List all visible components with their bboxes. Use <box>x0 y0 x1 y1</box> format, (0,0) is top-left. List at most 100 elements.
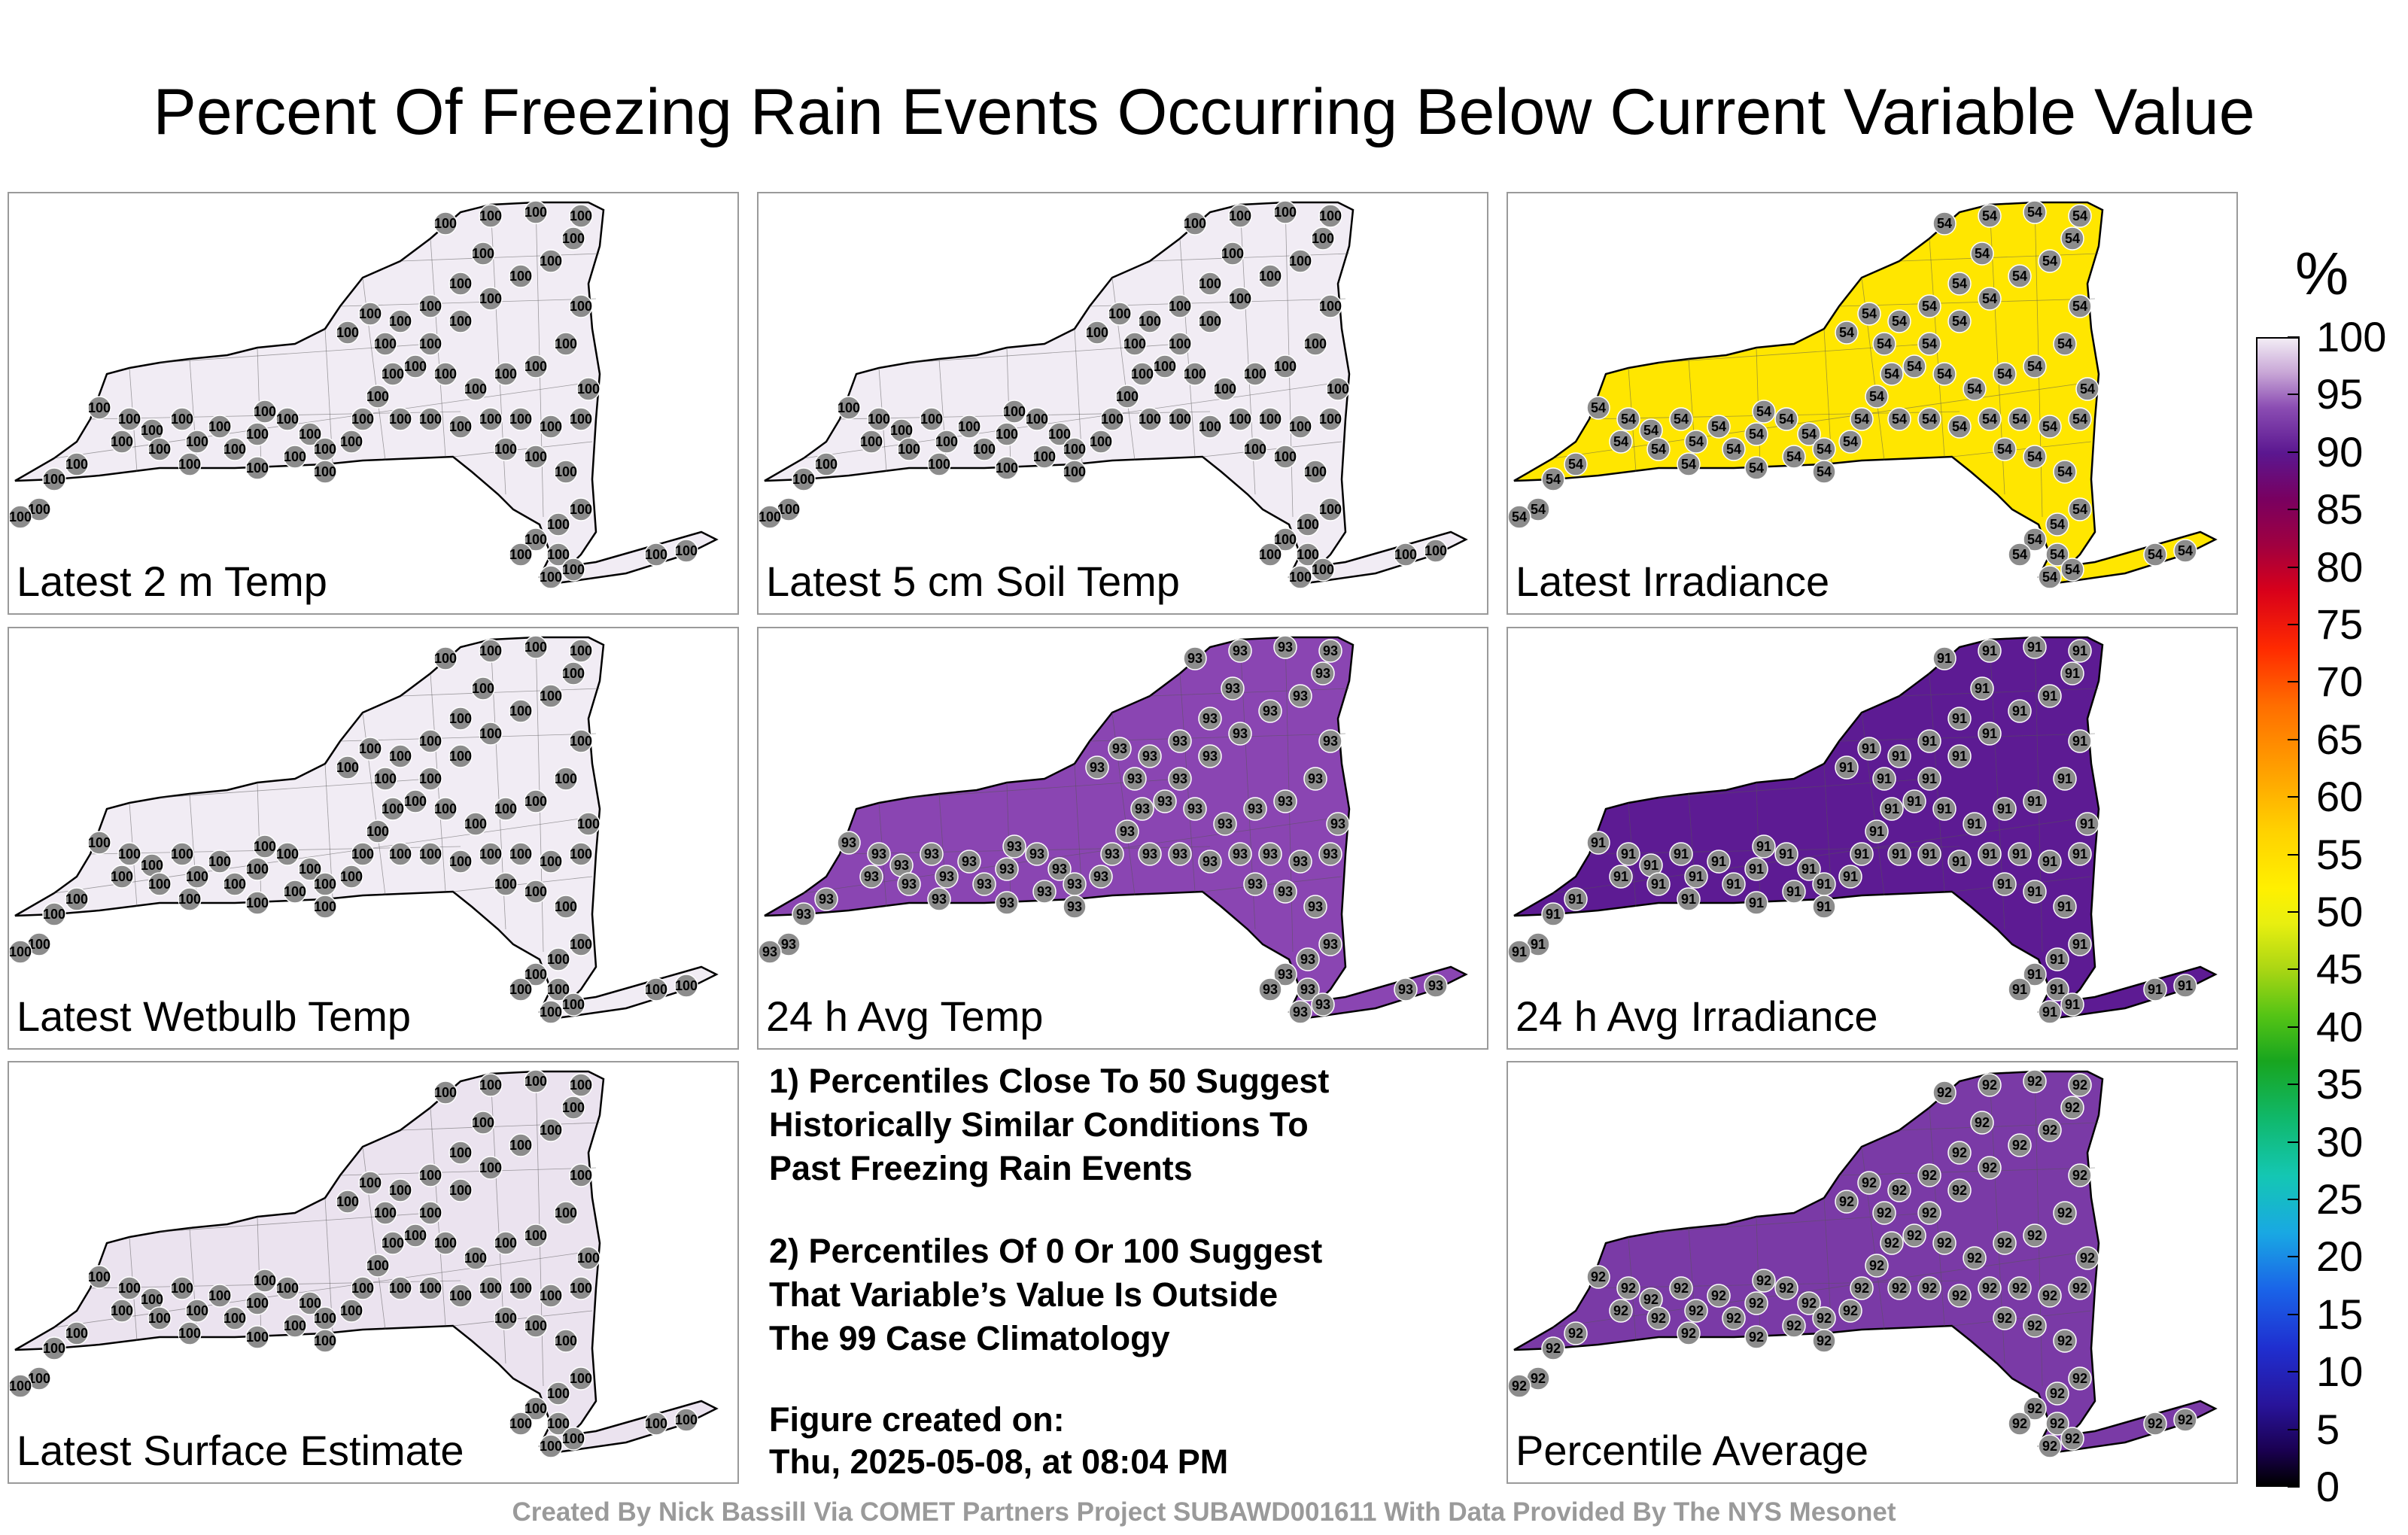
station-marker: 100 <box>313 1329 337 1353</box>
station-marker: 91 <box>1917 842 1941 866</box>
station-dot <box>1318 204 1342 228</box>
station-value: 93 <box>871 847 886 862</box>
station-marker: 100 <box>546 512 570 536</box>
station-value: 93 <box>1323 734 1338 749</box>
station-dot <box>524 635 548 659</box>
station-marker: 100 <box>1198 415 1222 439</box>
station-dot <box>995 857 1019 881</box>
station-dot <box>253 400 277 424</box>
station-marker: 54 <box>1646 437 1671 461</box>
station-dot <box>524 1397 548 1421</box>
station-dot <box>471 1111 495 1135</box>
station-marker: 100 <box>561 992 585 1017</box>
station-dot <box>1744 422 1768 446</box>
station-value: 93 <box>1278 884 1293 899</box>
station-value: 93 <box>999 895 1014 910</box>
station-value: 100 <box>1297 547 1319 562</box>
county-boundary <box>1951 876 2092 892</box>
station-value: 100 <box>494 877 517 892</box>
panel-label: Latest Surface Estimate <box>17 1427 464 1474</box>
station-dot <box>1609 1299 1633 1323</box>
station-value: 92 <box>2065 1100 2080 1115</box>
station-dot <box>351 1276 375 1300</box>
station-marker: 91 <box>2045 947 2069 971</box>
station-dot <box>1963 812 1987 836</box>
station-dot <box>1917 842 1941 866</box>
station-value: 100 <box>1086 325 1108 340</box>
station-dot <box>1273 962 1297 986</box>
station-marker: 100 <box>1273 445 1297 469</box>
station-marker: 93 <box>792 902 816 926</box>
station-dot <box>2038 1000 2062 1024</box>
station-value: 100 <box>299 1296 321 1311</box>
station-value: 54 <box>2027 205 2042 220</box>
station-marker: 54 <box>1774 407 1798 431</box>
station-dot <box>2008 1276 2032 1300</box>
station-marker: 54 <box>1782 445 1806 469</box>
station-dot <box>170 842 194 866</box>
station-dot <box>479 204 503 228</box>
colorbar-tick-label: 80 <box>2316 543 2364 591</box>
station-value: 100 <box>472 1115 494 1130</box>
station-value: 93 <box>1007 839 1022 854</box>
station-dot <box>1228 722 1252 746</box>
station-marker: 91 <box>1978 842 2002 866</box>
colorbar-unit: % <box>2295 240 2349 307</box>
station-dot <box>494 872 518 896</box>
station-marker: 100 <box>388 407 412 431</box>
station-marker: 54 <box>1947 415 1972 439</box>
station-marker: 100 <box>117 407 141 431</box>
station-dot <box>1213 812 1237 836</box>
station-marker: 54 <box>1865 385 1889 409</box>
station-value: 100 <box>1184 216 1206 231</box>
station-marker: 54 <box>1947 272 1972 296</box>
station-value: 100 <box>509 412 532 427</box>
station-value: 100 <box>555 1333 577 1348</box>
station-dot <box>1198 309 1222 333</box>
station-marker: 92 <box>1541 1336 1565 1360</box>
station-marker: 93 <box>1025 842 1049 866</box>
station-marker: 54 <box>1902 354 1926 378</box>
station-marker: 92 <box>2008 1276 2032 1300</box>
station-value: 93 <box>819 892 834 907</box>
station-value: 100 <box>1063 442 1086 457</box>
station-value: 92 <box>1711 1288 1726 1303</box>
station-value: 54 <box>1922 336 1937 351</box>
station-marker: 91 <box>2068 639 2092 663</box>
colorbar-tick-mark <box>2288 681 2300 683</box>
station-dot <box>388 309 412 333</box>
station-dot <box>837 396 861 420</box>
station-value: 54 <box>1756 404 1771 419</box>
station-marker: 100 <box>1085 321 1109 345</box>
station-value: 100 <box>449 1183 472 1198</box>
station-value: 100 <box>1289 570 1312 585</box>
station-dot <box>2068 639 2092 663</box>
station-value: 93 <box>1187 651 1202 666</box>
colorbar-tick-mark <box>2288 853 2300 856</box>
station-marker: 93 <box>1032 880 1057 904</box>
station-value: 91 <box>1817 877 1832 892</box>
station-dot <box>561 558 585 582</box>
station-marker: 92 <box>2008 1412 2032 1436</box>
station-marker: 54 <box>1616 407 1640 431</box>
station-dot <box>2143 1412 2167 1436</box>
station-dot <box>1273 635 1297 659</box>
station-marker: 92 <box>1677 1321 1701 1345</box>
station-value: 100 <box>148 442 171 457</box>
station-marker: 100 <box>554 895 578 919</box>
station-dot <box>524 880 548 904</box>
station-marker: 92 <box>2053 1329 2077 1353</box>
station-dot <box>1887 744 1911 768</box>
station-value: 91 <box>1982 847 1997 862</box>
station-dot <box>1318 639 1342 663</box>
station-marker: 100 <box>1318 204 1342 228</box>
station-value: 54 <box>1779 412 1794 427</box>
station-marker: 100 <box>509 543 533 567</box>
station-dot <box>110 430 134 454</box>
station-dot <box>1609 865 1633 889</box>
credit-line: Created By Nick Bassill Via COMET Partne… <box>512 1497 1896 1527</box>
station-value: 91 <box>1681 892 1696 907</box>
county-boundary <box>1899 253 2099 262</box>
station-marker: 100 <box>178 887 202 911</box>
station-marker: 92 <box>1917 1163 1941 1187</box>
